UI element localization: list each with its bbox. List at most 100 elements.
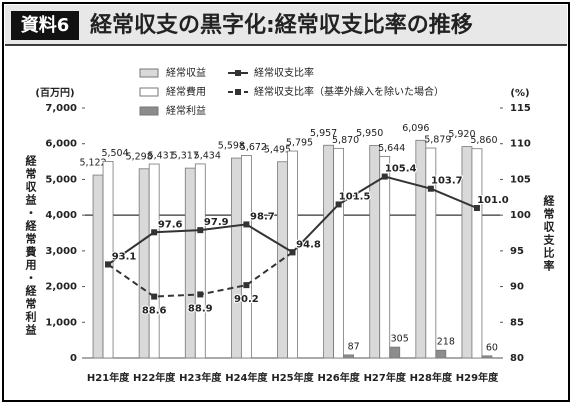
bar — [138, 168, 150, 359]
y2-tick-label: 110 — [510, 139, 531, 150]
bar — [240, 155, 252, 359]
bar-value-label: 5,434 — [194, 150, 221, 161]
bar — [461, 146, 473, 359]
chart-label: 資料6 — [21, 14, 70, 36]
legend-label: 経常収支比率 — [254, 66, 314, 79]
line-marker — [335, 201, 342, 208]
bar-value-label: 305 — [391, 334, 409, 345]
y2-tick-label: 115 — [510, 103, 531, 114]
x-tick-label: H28年度 — [410, 371, 453, 384]
bar-value-label: 5,317 — [172, 151, 199, 162]
line-value-label: 101.5 — [339, 191, 371, 202]
bar-value-label: 5,920 — [448, 129, 475, 140]
bar-value-label: 5,504 — [101, 148, 128, 159]
bar — [92, 174, 104, 359]
y-tick-label: 0 — [70, 353, 77, 364]
y-title: 経常収益・経常費用・経常利益 — [24, 154, 38, 337]
line-value-label: 98.7 — [250, 211, 275, 222]
x-tick-label: H27年度 — [364, 371, 407, 384]
label-box — [11, 11, 79, 40]
legend-label: 経常利益 — [166, 104, 206, 117]
bar-value-label: 5,431 — [148, 151, 175, 162]
line-marker — [197, 291, 204, 298]
bar — [379, 156, 391, 359]
line-marker — [243, 221, 250, 228]
bar — [184, 167, 196, 359]
legend-swatch — [139, 68, 159, 78]
bar — [323, 144, 335, 359]
y-tick-label: 2,000 — [45, 282, 77, 293]
line-value-label: 93.1 — [112, 251, 137, 262]
y2-title: 経常収支比率 — [542, 194, 556, 273]
bar-value-label: 5,860 — [470, 135, 497, 146]
y-tick-label: 4,000 — [45, 210, 77, 221]
line-marker — [151, 293, 158, 300]
bar-value-label: 5,795 — [286, 138, 313, 149]
bar — [435, 349, 447, 359]
bar-value-label: 5,950 — [356, 128, 383, 139]
y2-tick-label: 100 — [510, 210, 531, 221]
y2-label: (%) — [510, 88, 529, 99]
x-tick-label: H21年度 — [87, 371, 130, 384]
y2-tick-label: 80 — [510, 353, 524, 364]
y-tick-label: 6,000 — [45, 139, 77, 150]
y2-tick-label: 85 — [510, 317, 524, 328]
bar — [415, 139, 427, 359]
line-marker — [381, 173, 388, 180]
bar-value-label: 218 — [437, 337, 455, 348]
bar-value-label: 5,672 — [240, 142, 267, 153]
bar — [333, 147, 345, 359]
bar — [194, 163, 206, 359]
legend-label: 経常費用 — [166, 85, 206, 98]
bar — [369, 145, 381, 359]
line-marker — [105, 261, 112, 268]
line-value-label: 94.8 — [296, 239, 321, 250]
legend-swatch — [139, 87, 159, 97]
line-value-label: 103.7 — [431, 176, 463, 187]
y2-tick-label: 90 — [510, 282, 524, 293]
bar — [148, 163, 160, 359]
line-marker — [427, 185, 434, 192]
legend-swatch — [139, 106, 159, 116]
bar-value-label: 87 — [348, 341, 360, 352]
bar-value-label: 5,870 — [332, 135, 359, 146]
bar — [481, 355, 493, 359]
bar — [389, 346, 401, 359]
line-marker — [151, 229, 158, 236]
bar — [471, 148, 483, 359]
legend-label: 経常収益 — [166, 66, 206, 79]
y-tick-label: 7,000 — [45, 103, 77, 114]
line-value-label: 88.6 — [142, 306, 167, 317]
legend-marker — [235, 70, 241, 76]
y-tick-label: 5,000 — [45, 174, 77, 185]
y-tick-label: 1,000 — [45, 317, 77, 328]
x-tick-label: H23年度 — [179, 371, 222, 384]
bar — [425, 147, 437, 359]
line-marker — [473, 205, 480, 211]
y-label: (百万円) — [35, 87, 74, 99]
title-bar — [5, 5, 567, 45]
x-tick-label: H26年度 — [317, 371, 360, 384]
bar-value-label: 5,598 — [218, 141, 245, 152]
y2-tick-label: 105 — [510, 174, 531, 185]
bar-value-label: 5,879 — [424, 135, 451, 146]
bar — [102, 161, 114, 359]
x-tick-label: H22年度 — [133, 371, 176, 384]
line-marker — [243, 282, 250, 289]
x-tick-label: H25年度 — [271, 371, 314, 384]
bar-value-label: 60 — [486, 342, 498, 353]
line-value-label: 101.0 — [477, 195, 509, 206]
line-value-label: 97.9 — [204, 217, 229, 228]
legend-label: 経常収支比率（基準外繰入を除いた場合） — [254, 85, 444, 98]
x-tick-label: H29年度 — [456, 371, 499, 384]
bar — [343, 354, 355, 359]
line-value-label: 105.4 — [385, 164, 417, 175]
bar-value-label: 5,298 — [126, 151, 153, 162]
chart-title: 経常収支の黒字化:経常収支比率の推移 — [90, 12, 473, 38]
legend-marker — [235, 89, 241, 95]
bar-value-label: 5,957 — [310, 128, 337, 139]
bar-value-label: 6,096 — [402, 123, 429, 134]
line-marker — [197, 227, 204, 234]
y-tick-label: 3,000 — [45, 246, 77, 257]
